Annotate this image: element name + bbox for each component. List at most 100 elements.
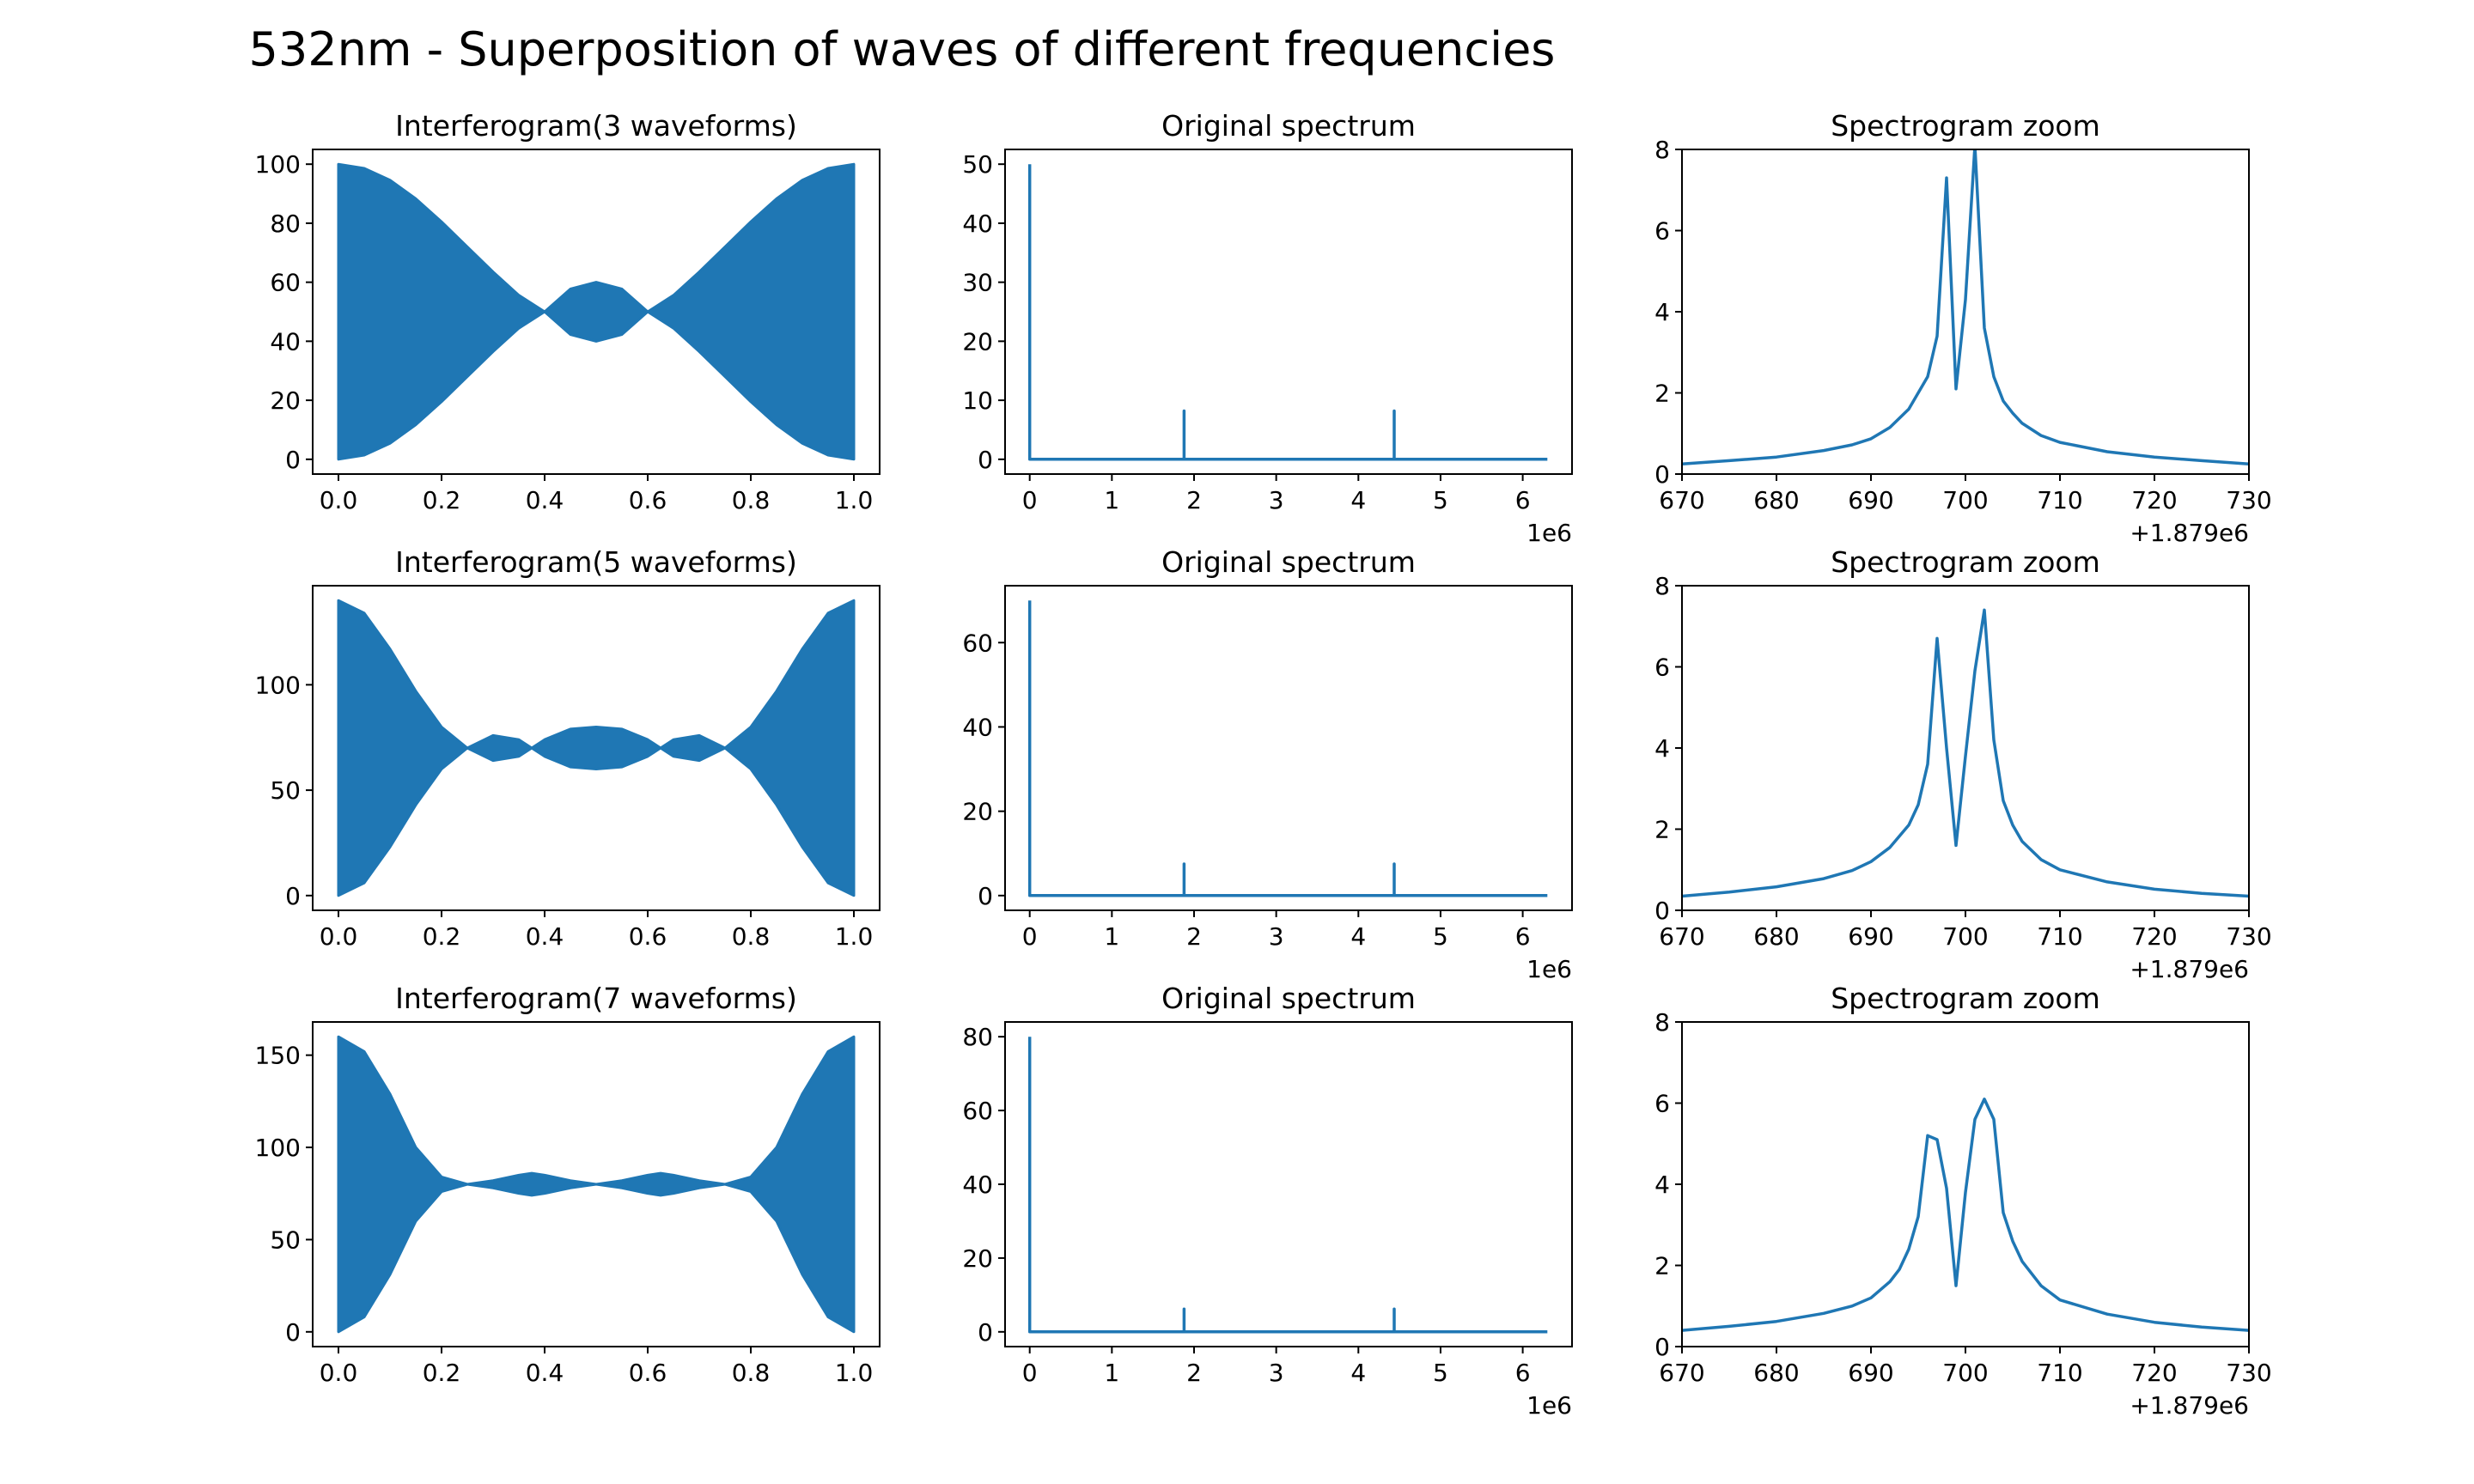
- y-tick-label: 2: [1654, 816, 1670, 844]
- x-tick-label: 2: [1186, 1359, 1202, 1387]
- x-tick-label: 680: [1753, 1359, 1799, 1387]
- spectrum-line: [1682, 1098, 2249, 1332]
- x-tick-label: 2: [1186, 486, 1202, 514]
- subplot-title: Interferogram(5 waveforms): [395, 545, 797, 579]
- x-tick-label: 720: [2131, 1359, 2177, 1387]
- x-tick-label: 1: [1104, 922, 1119, 951]
- y-tick-label: 40: [962, 210, 993, 238]
- y-tick-label: 8: [1654, 572, 1670, 600]
- x-tick-label: 730: [2226, 1359, 2271, 1387]
- subplot-title: Spectrogram zoom: [1831, 545, 2100, 579]
- axes-frame: [312, 149, 881, 475]
- x-tick-label: 0.6: [629, 1359, 667, 1387]
- x-tick-label: 0.0: [320, 1359, 358, 1387]
- x-offset-label: 1e6: [1526, 1391, 1572, 1420]
- interferogram-fill: [337, 1035, 856, 1334]
- x-tick-label: 690: [1848, 486, 1893, 514]
- x-tick-label: 730: [2226, 922, 2271, 951]
- x-tick-label: 720: [2131, 922, 2177, 951]
- y-tick-label: 50: [962, 150, 993, 179]
- subplot-title: Interferogram(3 waveforms): [395, 109, 797, 143]
- x-offset-label: +1.879e6: [2130, 519, 2249, 547]
- y-tick-label: 80: [270, 210, 301, 238]
- axes-frame: [1004, 149, 1573, 475]
- x-tick-label: 680: [1753, 486, 1799, 514]
- plot-area: [1027, 1037, 1548, 1334]
- x-tick-label: 0: [1022, 1359, 1038, 1387]
- y-tick-label: 40: [962, 713, 993, 741]
- y-tick-label: 60: [962, 629, 993, 657]
- interferogram-fill: [337, 599, 856, 897]
- x-tick-label: 690: [1848, 1359, 1893, 1387]
- y-tick-label: 40: [270, 327, 301, 356]
- x-tick-label: 3: [1269, 486, 1284, 514]
- x-tick-label: 670: [1659, 1359, 1704, 1387]
- x-tick-label: 0.6: [629, 922, 667, 951]
- figure-suptitle: 532nm - Superposition of waves of differ…: [249, 22, 1556, 76]
- x-tick-label: 0.2: [423, 1359, 461, 1387]
- x-offset-label: 1e6: [1526, 519, 1572, 547]
- y-tick-label: 0: [978, 1318, 993, 1347]
- spectrum-line: [1682, 608, 2249, 898]
- subplot-4: Interferogram(5 waveforms) 0.0 0.2 0.4 0.6 0.…: [255, 545, 881, 951]
- y-tick-label: 30: [962, 269, 993, 297]
- x-tick-label: 1: [1104, 486, 1119, 514]
- x-tick-label: 4: [1350, 486, 1366, 514]
- spectrum-line: [1682, 149, 2249, 465]
- y-tick-label: 20: [962, 798, 993, 826]
- x-tick-label: 720: [2131, 486, 2177, 514]
- y-tick-label: 0: [978, 882, 993, 910]
- y-tick-label: 4: [1654, 298, 1670, 326]
- subplot-1: Interferogram(3 waveforms) 0.0 0.2 0.4 0.6 0.…: [255, 109, 881, 514]
- y-tick-label: 20: [962, 327, 993, 356]
- axes-frame: [1004, 585, 1573, 911]
- axes-frame: [312, 585, 881, 911]
- y-tick-label: 6: [1654, 217, 1670, 246]
- subplot-9: Spectrogram zoom 670 680 690 700 710 720 730 0 2 4…: [1654, 982, 2272, 1420]
- subplot-title: Original spectrum: [1161, 545, 1416, 579]
- x-tick-label: 1.0: [835, 1359, 874, 1387]
- y-tick-label: 0: [1654, 1333, 1670, 1361]
- axes-frame: [312, 1021, 881, 1347]
- x-tick-label: 0.4: [526, 1359, 564, 1387]
- x-tick-label: 0: [1022, 486, 1038, 514]
- subplot-title: Original spectrum: [1161, 109, 1416, 143]
- x-tick-label: 5: [1433, 922, 1448, 951]
- y-tick-label: 8: [1654, 136, 1670, 164]
- spectrum-line: [1027, 600, 1548, 897]
- x-offset-label: +1.879e6: [2130, 1391, 2249, 1420]
- x-tick-label: 700: [1942, 922, 1988, 951]
- y-tick-label: 0: [285, 446, 301, 474]
- y-tick-label: 10: [962, 386, 993, 415]
- y-tick-label: 50: [270, 776, 301, 805]
- y-tick-label: 20: [962, 1244, 993, 1273]
- y-tick-label: 40: [962, 1171, 993, 1199]
- x-tick-label: 690: [1848, 922, 1893, 951]
- x-tick-label: 670: [1659, 922, 1704, 951]
- subplot-title: Spectrogram zoom: [1831, 982, 2100, 1015]
- plot-area: [1027, 164, 1548, 461]
- subplot-2: Original spectrum 0 1 2 3 4 5 6 0 10 20 30 40 50 1e6: [962, 109, 1573, 547]
- x-offset-label: 1e6: [1526, 955, 1572, 983]
- y-tick-label: 60: [270, 269, 301, 297]
- subplot-grid: Interferogram(3 waveforms) 0.0 0.2 0.4 0.6 0.…: [255, 109, 2272, 1420]
- y-tick-label: 6: [1654, 654, 1670, 682]
- x-tick-label: 0.4: [526, 922, 564, 951]
- x-tick-label: 6: [1515, 1359, 1531, 1387]
- x-tick-label: 3: [1269, 922, 1284, 951]
- x-tick-label: 4: [1350, 1359, 1366, 1387]
- x-tick-label: 700: [1942, 1359, 1988, 1387]
- y-tick-label: 2: [1654, 1252, 1670, 1280]
- subplot-7: Interferogram(7 waveforms) 0.0 0.2 0.4 0.6 0.…: [255, 982, 881, 1387]
- x-tick-label: 3: [1269, 1359, 1284, 1387]
- subplot-6: Spectrogram zoom 670 680 690 700 710 720 730 0 2 4…: [1654, 545, 2272, 983]
- y-tick-label: 0: [285, 1318, 301, 1347]
- x-tick-label: 0.0: [320, 922, 358, 951]
- y-tick-label: 0: [1654, 460, 1670, 489]
- subplot-title: Spectrogram zoom: [1831, 109, 2100, 143]
- x-tick-label: 730: [2226, 486, 2271, 514]
- y-tick-label: 2: [1654, 380, 1670, 408]
- x-tick-label: 4: [1350, 922, 1366, 951]
- x-tick-label: 0.8: [732, 922, 771, 951]
